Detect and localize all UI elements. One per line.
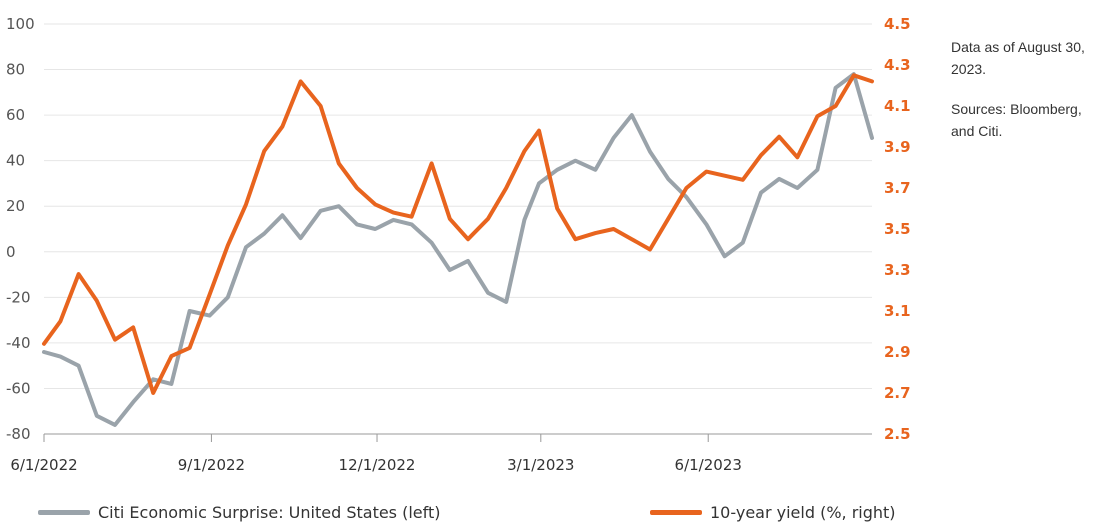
x-axis bbox=[43, 433, 872, 442]
left-axis-tick-label: 0 bbox=[6, 243, 16, 261]
left-axis-tick-labels: -80 -60 -40 -20 0 20 40 60 80 100 bbox=[6, 15, 35, 443]
sources-note: Sources: Bloomberg, and Citi. bbox=[951, 101, 1082, 139]
right-axis-tick-label: 3.7 bbox=[884, 179, 911, 197]
right-axis-tick-label: 2.9 bbox=[884, 343, 911, 361]
gridlines bbox=[44, 23, 872, 389]
x-axis-tick-label: 3/1/2023 bbox=[507, 456, 574, 474]
right-axis-tick-labels: 2.5 2.7 2.9 3.1 3.3 3.5 3.7 3.9 4.1 4.3 4.5 bbox=[884, 15, 911, 443]
left-axis-tick-label: -60 bbox=[6, 379, 31, 397]
x-axis-tick-label: 6/1/2022 bbox=[10, 456, 77, 474]
legend-item-yield: 10-year yield (%, right) bbox=[650, 500, 896, 524]
left-axis-tick-label: -20 bbox=[6, 288, 31, 306]
legend-swatch-surprise bbox=[38, 509, 90, 515]
left-axis-tick-label: 40 bbox=[6, 152, 25, 170]
right-axis-tick-label: 4.1 bbox=[884, 97, 911, 115]
x-axis-tick-label: 9/1/2022 bbox=[178, 456, 245, 474]
right-axis-tick-label: 3.9 bbox=[884, 138, 911, 156]
x-axis-tick-labels: 6/1/2022 9/1/2022 12/1/2022 3/1/2023 6/1/202… bbox=[10, 456, 742, 474]
right-axis-tick-label: 4.3 bbox=[884, 56, 911, 74]
left-axis-tick-label: -80 bbox=[6, 425, 31, 443]
right-axis-tick-label: 2.7 bbox=[884, 384, 911, 402]
legend-item-surprise: Citi Economic Surprise: United States (l… bbox=[38, 500, 441, 524]
series-line-10-year-yield bbox=[42, 73, 874, 395]
left-axis-tick-label: 80 bbox=[6, 61, 25, 79]
x-axis-tick-label: 6/1/2023 bbox=[675, 456, 742, 474]
series-lines bbox=[42, 72, 874, 427]
left-axis-tick-label: 100 bbox=[6, 15, 35, 33]
left-axis-tick-label: 20 bbox=[6, 197, 25, 215]
left-axis-tick-label: 60 bbox=[6, 106, 25, 124]
right-axis-tick-label: 3.5 bbox=[884, 220, 911, 238]
right-axis-tick-label: 4.5 bbox=[884, 15, 911, 33]
right-axis-tick-label: 3.3 bbox=[884, 261, 911, 279]
right-axis-tick-label: 3.1 bbox=[884, 302, 911, 320]
legend-label-surprise: Citi Economic Surprise: United States (l… bbox=[98, 502, 441, 522]
series-line-economic-surprise bbox=[42, 72, 874, 427]
data-date-note: Data as of August 30, 2023. bbox=[951, 39, 1085, 77]
left-axis-tick-label: -40 bbox=[6, 334, 31, 352]
legend-swatch-yield bbox=[650, 509, 702, 515]
x-axis-tick-label: 12/1/2022 bbox=[339, 456, 416, 474]
legend-label-yield: 10-year yield (%, right) bbox=[710, 502, 896, 522]
right-axis-tick-label: 2.5 bbox=[884, 425, 911, 443]
